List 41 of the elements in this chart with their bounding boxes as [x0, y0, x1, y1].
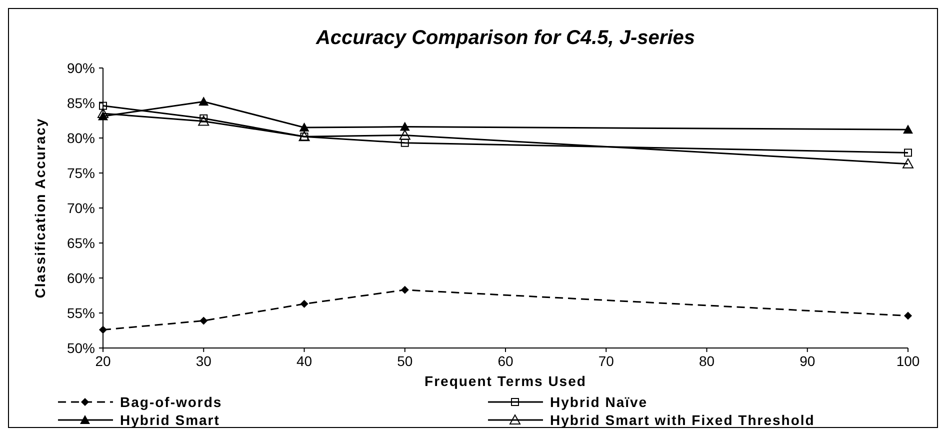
point: [399, 130, 410, 140]
x-axis-title: Frequent Terms Used: [424, 373, 586, 389]
y-tick-label: 70%: [66, 200, 95, 216]
x-tick-label: 30: [196, 353, 212, 369]
legend-label: Bag-of-words: [120, 394, 222, 410]
y-tick-label: 85%: [66, 94, 95, 111]
y-tick-label: 90%: [66, 60, 95, 76]
chart-title: Accuracy Comparison for C4.5, J-series: [314, 27, 696, 49]
point: [904, 312, 912, 320]
point: [400, 122, 410, 131]
x-tick-label: 50: [397, 353, 413, 369]
y-tick-label: 55%: [66, 304, 95, 321]
legend-label: Hybrid Smart: [120, 412, 220, 428]
point: [200, 316, 208, 325]
legend-label: Hybrid Smart with Fixed Threshold: [550, 412, 815, 428]
point: [99, 326, 107, 334]
x-tick-label: 60: [498, 353, 514, 369]
legend-label: Hybrid Naïve: [550, 394, 648, 410]
point: [400, 138, 409, 147]
x-tick-label: 100: [896, 353, 920, 369]
x-tick-label: 80: [698, 353, 715, 369]
x-tick-label: 70: [598, 353, 614, 369]
point: [299, 122, 310, 132]
point: [902, 158, 914, 168]
point: [98, 108, 108, 118]
point: [99, 102, 107, 110]
y-axis-title: Classification Accuracy: [32, 118, 48, 298]
x-tick-label: 20: [95, 353, 111, 369]
y-tick-label: 60%: [66, 270, 95, 286]
point: [198, 96, 209, 106]
y-tick-label: 80%: [66, 130, 95, 146]
x-tick-label: 40: [296, 353, 312, 369]
x-tick-label: 90: [800, 353, 816, 369]
y-tick-label: 75%: [66, 164, 95, 181]
point: [904, 148, 912, 157]
point: [903, 124, 913, 134]
point: [300, 300, 308, 308]
y-tick-label: 50%: [66, 340, 95, 356]
point: [198, 116, 210, 126]
y-tick-label: 65%: [66, 234, 95, 251]
point: [400, 286, 409, 294]
